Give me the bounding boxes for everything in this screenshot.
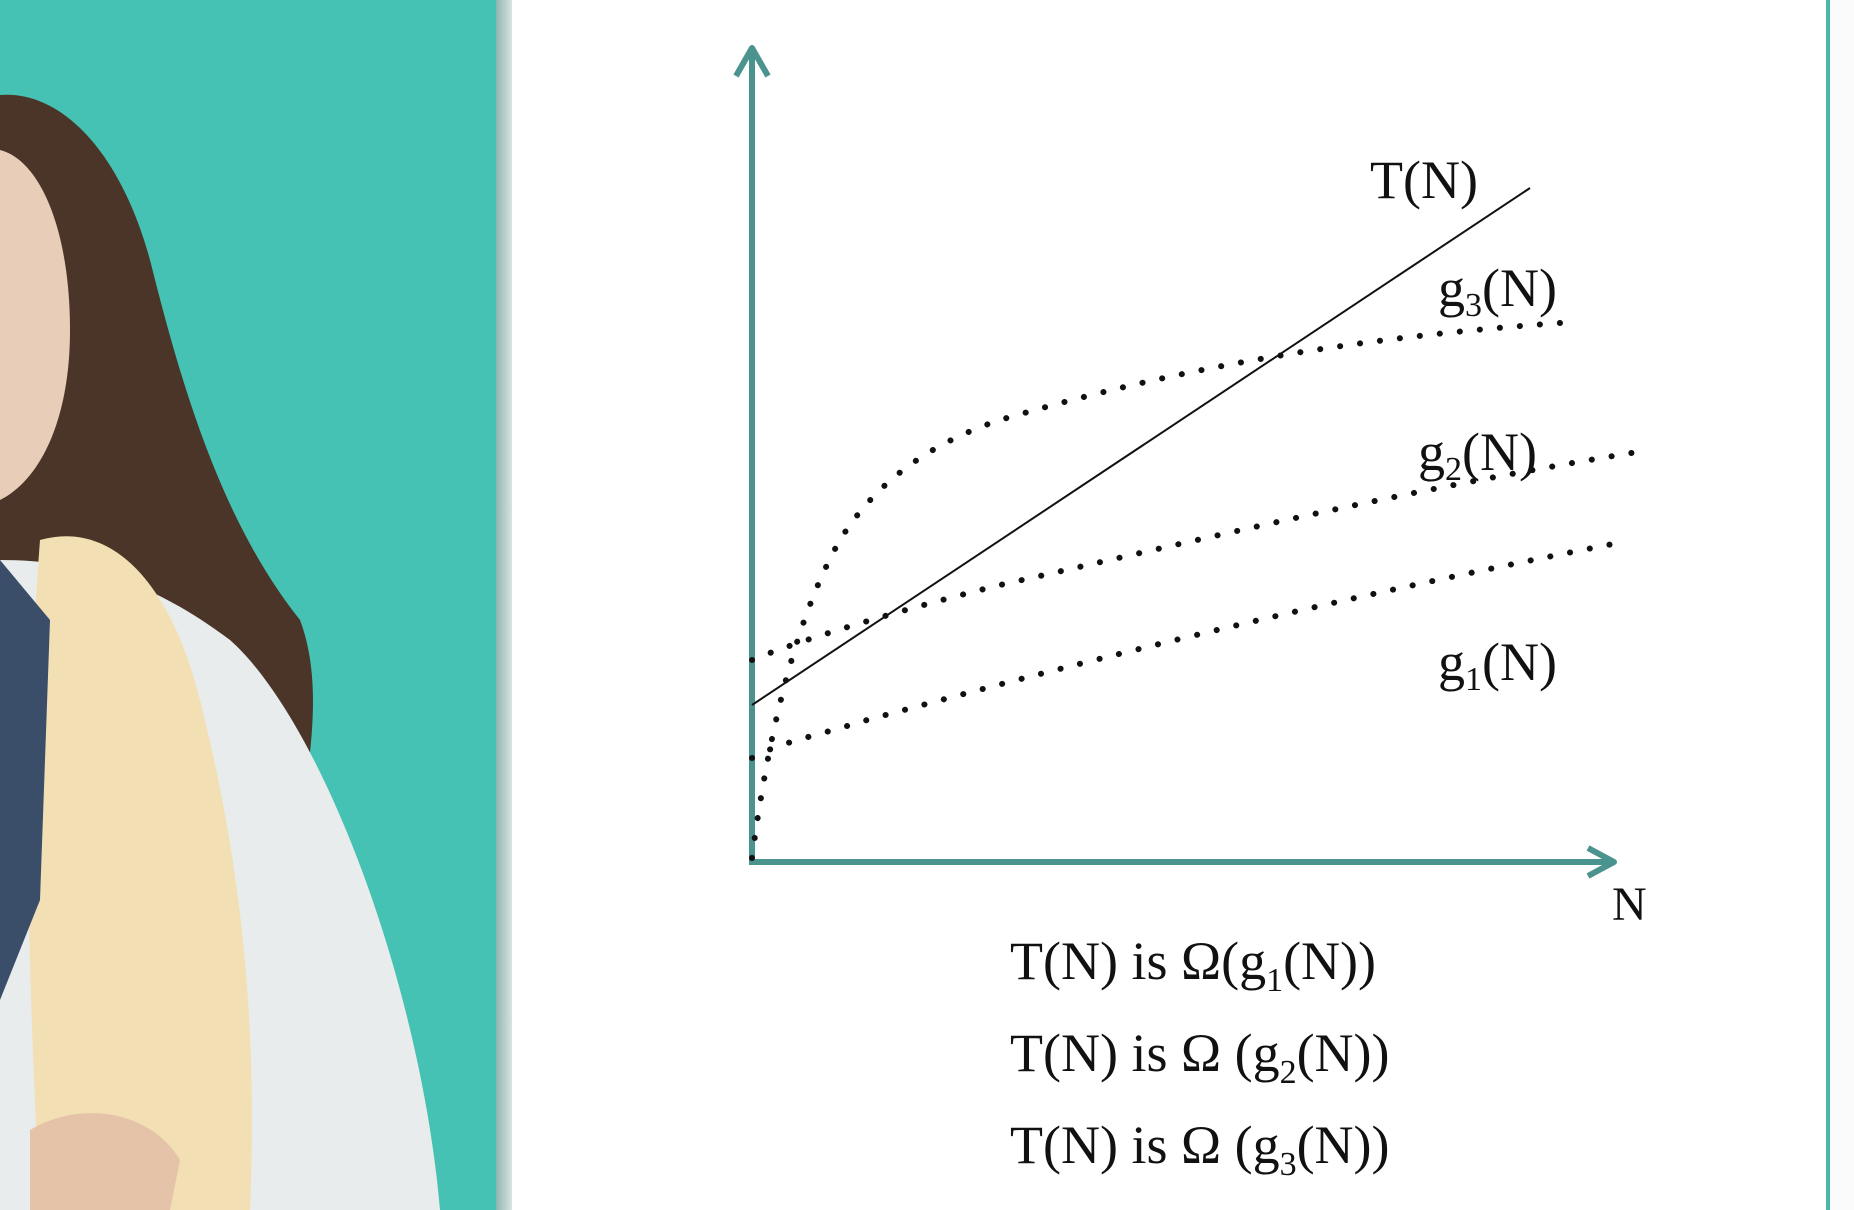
g3-curve	[749, 319, 1578, 861]
statement-g2: T(N) is Ω (g2(N))	[1010, 1022, 1390, 1091]
g2-curve	[749, 447, 1653, 663]
y-axis-arrowhead	[733, 45, 771, 78]
right-margin	[1830, 0, 1854, 1210]
t-curve-line	[751, 187, 1531, 706]
g3-curve-label: g3(N)	[1438, 258, 1557, 324]
statement-g1: T(N) is Ω(g1(N))	[1010, 931, 1377, 999]
g1-curve-label: g1(N)	[1438, 632, 1557, 698]
x-axis-label: N	[1612, 878, 1647, 931]
x-axis-arrowhead	[1586, 845, 1617, 879]
slide-border	[1826, 0, 1830, 1210]
omega-statements: T(N) is Ω(g1(N)) T(N) is Ω (g2(N)) T(N) …	[1010, 925, 1530, 1200]
g1-curve	[749, 540, 1621, 761]
lecture-slide	[512, 0, 1830, 1210]
presenter-video-panel	[0, 0, 512, 1210]
t-curve-label: T(N)	[1370, 150, 1478, 210]
g2-curve-label: g2(N)	[1418, 422, 1537, 488]
presenter-silhouette	[0, 94, 440, 1210]
statement-g3: T(N) is Ω (g3(N))	[1010, 1114, 1390, 1183]
panel-shadow	[496, 0, 512, 1210]
